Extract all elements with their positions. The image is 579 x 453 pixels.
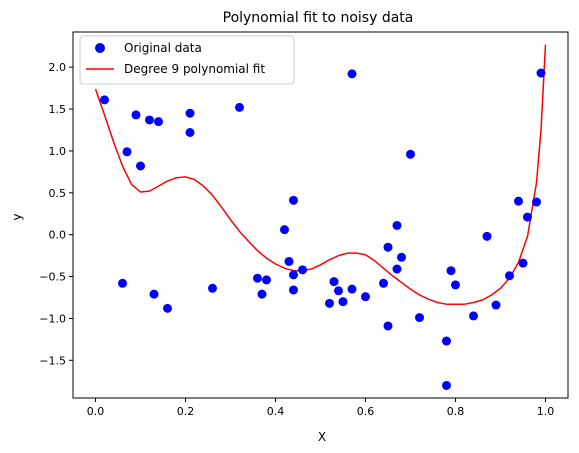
data-point (361, 292, 370, 301)
data-point (348, 285, 357, 294)
data-point (150, 290, 159, 299)
legend: Original data Degree 9 polynomial fit (80, 36, 294, 84)
data-point (514, 197, 523, 206)
data-point (154, 117, 163, 126)
x-axis: 0.0 0.2 0.4 0.6 0.8 1.0 (87, 398, 555, 418)
data-point (505, 271, 514, 280)
data-point (118, 279, 127, 288)
data-point (100, 95, 109, 104)
chart-title: Polynomial fit to noisy data (223, 10, 414, 26)
x-tick-label: 0.6 (357, 405, 375, 418)
data-point (442, 337, 451, 346)
y-tick-label: 0.5 (49, 187, 67, 200)
data-point (123, 147, 132, 156)
data-point (280, 225, 289, 234)
data-point (289, 196, 298, 205)
data-point (186, 128, 195, 137)
y-axis: −1.5 −1.0 −0.5 0.0 0.5 1.0 1.5 2.0 (39, 61, 73, 367)
data-point (330, 277, 339, 286)
data-point (492, 301, 501, 310)
y-tick-label: −0.5 (39, 271, 66, 284)
data-point (397, 253, 406, 262)
data-point (334, 286, 343, 295)
data-point (447, 266, 456, 275)
data-point (451, 280, 460, 289)
data-point (537, 69, 546, 78)
legend-scatter-marker (95, 43, 105, 53)
data-point (532, 198, 541, 207)
legend-label-original-data: Original data (124, 41, 202, 55)
data-point (285, 257, 294, 266)
data-point (348, 69, 357, 78)
data-point (519, 259, 528, 268)
y-tick-label: −1.0 (39, 312, 66, 325)
data-point (208, 284, 217, 293)
data-point (415, 313, 424, 322)
data-point (384, 243, 393, 252)
data-point (258, 290, 267, 299)
y-tick-label: −1.5 (39, 354, 66, 367)
data-point (384, 321, 393, 330)
data-point (523, 213, 532, 222)
y-tick-label: 1.5 (49, 103, 67, 116)
x-tick-label: 0.8 (447, 405, 465, 418)
data-point (393, 221, 402, 230)
y-axis-label: y (10, 213, 24, 220)
x-tick-label: 1.0 (537, 405, 555, 418)
plot-frame (73, 32, 568, 398)
data-point (132, 110, 141, 119)
data-point (325, 299, 334, 308)
y-tick-label: 1.0 (49, 145, 67, 158)
data-point (442, 381, 451, 390)
data-point (136, 162, 145, 171)
data-point (469, 311, 478, 320)
x-tick-label: 0.0 (87, 405, 105, 418)
data-point (298, 265, 307, 274)
data-point (483, 232, 492, 241)
data-point (163, 304, 172, 313)
legend-label-polynomial-fit: Degree 9 polynomial fit (124, 62, 265, 76)
data-point (379, 279, 388, 288)
y-tick-label: 2.0 (49, 61, 67, 74)
x-axis-label: X (318, 430, 326, 444)
x-tick-label: 0.2 (177, 405, 195, 418)
data-point (235, 103, 244, 112)
data-point (253, 274, 262, 283)
x-tick-label: 0.4 (267, 405, 285, 418)
data-point (186, 109, 195, 118)
data-point (289, 285, 298, 294)
plot-area (73, 32, 568, 398)
data-point (262, 275, 271, 284)
y-tick-label: 0.0 (49, 229, 67, 242)
data-point (406, 150, 415, 159)
data-point (393, 265, 402, 274)
data-point (289, 270, 298, 279)
data-point (339, 297, 348, 306)
data-point (145, 115, 154, 124)
